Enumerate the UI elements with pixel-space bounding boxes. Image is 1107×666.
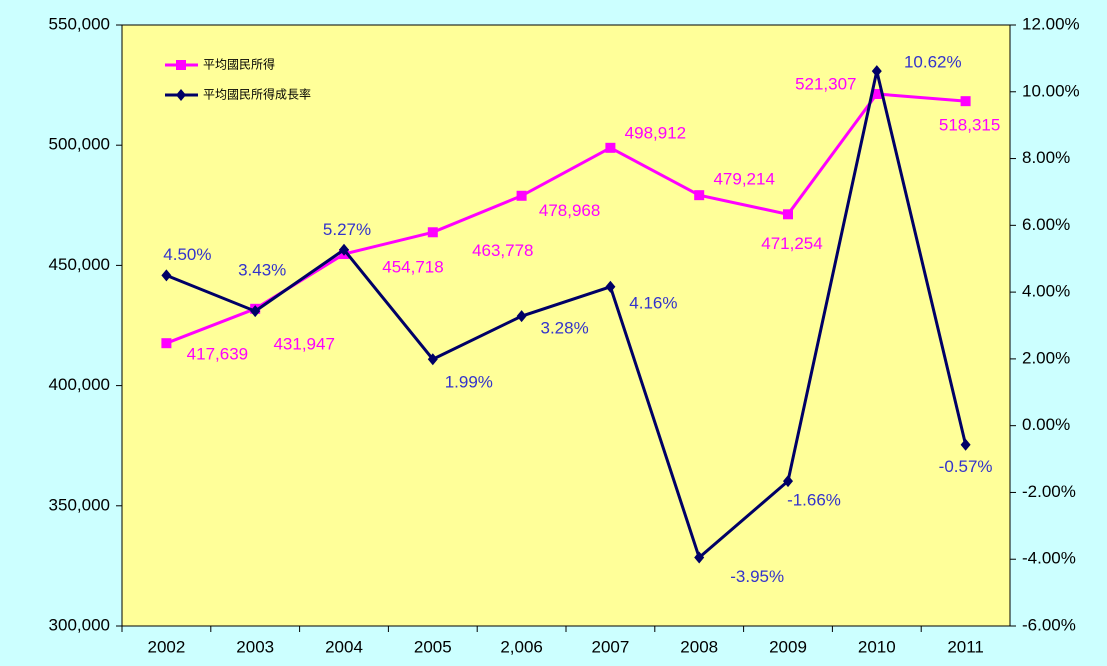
data-label: 471,254 <box>761 234 822 253</box>
legend-label: 平均國民所得成長率 <box>203 87 311 102</box>
marker <box>250 305 261 318</box>
x-tick-label: 2,006 <box>500 637 543 656</box>
legend-marker <box>176 89 186 101</box>
marker <box>516 310 527 323</box>
y-tick-label: 450,000 <box>49 255 110 274</box>
y-tick-label: 350,000 <box>49 495 110 514</box>
y-tick-label: 550,000 <box>49 14 110 33</box>
marker <box>161 338 172 349</box>
y2-tick-label: 6.00% <box>1022 215 1070 234</box>
data-label: 5.27% <box>323 220 371 239</box>
x-tick-label: 2003 <box>236 637 274 656</box>
data-label: 4.50% <box>163 245 211 264</box>
legend-label: 平均國民所得 <box>203 57 275 72</box>
marker <box>694 190 705 201</box>
x-tick-label: 2007 <box>591 637 629 656</box>
data-label: 10.62% <box>904 53 962 72</box>
data-label: 4.16% <box>629 293 677 312</box>
data-label: 3.28% <box>540 319 588 338</box>
marker <box>516 190 527 201</box>
marker <box>871 88 882 99</box>
marker <box>871 65 882 78</box>
data-label: 518,315 <box>939 116 1000 135</box>
x-tick-label: 2009 <box>769 637 807 656</box>
data-label: 1.99% <box>445 373 493 392</box>
x-tick-label: 2002 <box>147 637 185 656</box>
x-tick-label: 2005 <box>414 637 452 656</box>
y2-tick-label: -6.00% <box>1022 615 1076 634</box>
data-label: 479,214 <box>713 170 774 189</box>
data-label: 417,639 <box>187 345 248 364</box>
x-tick-label: 2008 <box>680 637 718 656</box>
data-label: 463,778 <box>472 241 533 260</box>
marker <box>161 269 172 282</box>
data-label: 521,307 <box>795 74 856 93</box>
y2-tick-label: -4.00% <box>1022 549 1076 568</box>
marker <box>339 243 349 256</box>
data-label: 431,947 <box>273 334 334 353</box>
marker <box>783 209 793 220</box>
data-label: 498,912 <box>625 123 686 142</box>
marker <box>605 142 616 153</box>
marker <box>783 475 793 488</box>
y2-tick-label: 2.00% <box>1022 348 1070 367</box>
y-tick-label: 400,000 <box>49 375 110 394</box>
marker <box>960 96 971 107</box>
marker <box>605 280 616 293</box>
plot-area <box>121 24 1011 627</box>
data-label: 3.43% <box>238 261 286 280</box>
y-tick-label: 300,000 <box>49 615 110 634</box>
marker <box>427 353 438 366</box>
y2-tick-label: 12.00% <box>1022 14 1080 33</box>
x-tick-label: 2011 <box>947 637 984 656</box>
legend-marker <box>176 60 186 70</box>
data-label: -0.57% <box>939 457 993 476</box>
y2-tick-label: -2.00% <box>1022 482 1076 501</box>
data-label: 454,718 <box>382 258 443 277</box>
x-tick-label: 2004 <box>325 637 363 656</box>
marker <box>694 551 705 564</box>
y2-tick-label: 10.00% <box>1022 81 1080 100</box>
y-tick-label: 500,000 <box>49 135 110 154</box>
y2-tick-label: 4.00% <box>1022 282 1070 301</box>
data-label: 478,968 <box>539 201 600 220</box>
marker <box>960 438 971 451</box>
series-line <box>165 70 968 561</box>
data-label: -3.95% <box>730 567 784 586</box>
y2-tick-label: 0.00% <box>1022 415 1070 434</box>
marker <box>427 227 438 238</box>
data-label: -1.66% <box>787 491 841 510</box>
x-tick-label: 2010 <box>858 637 896 656</box>
y2-tick-label: 8.00% <box>1022 148 1070 167</box>
